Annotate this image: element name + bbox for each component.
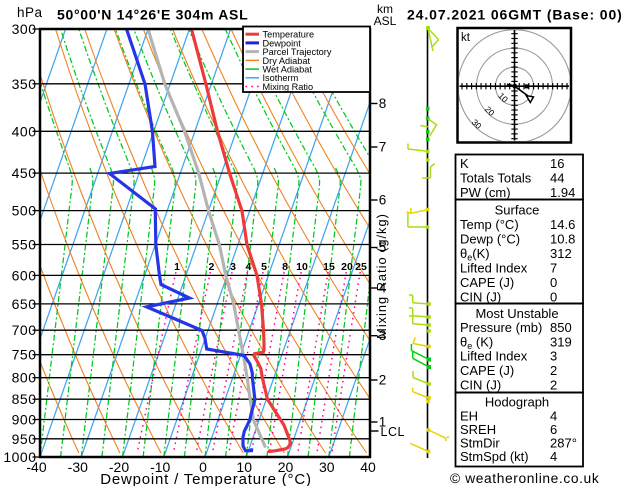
svg-text:650: 650	[12, 296, 37, 312]
svg-text:CIN (J): CIN (J)	[460, 377, 501, 392]
svg-text:8: 8	[282, 261, 288, 273]
svg-text:4: 4	[550, 449, 557, 464]
svg-text:Totals Totals: Totals Totals	[460, 170, 532, 185]
svg-text:ASL: ASL	[374, 14, 397, 28]
svg-text:44: 44	[550, 170, 564, 185]
svg-text:-10: -10	[150, 459, 170, 475]
svg-text:40: 40	[360, 459, 376, 475]
svg-text:14.6: 14.6	[550, 217, 575, 232]
svg-text:900: 900	[12, 412, 37, 428]
svg-text:Surface: Surface	[495, 202, 540, 217]
svg-text:© weatheronline.co.uk: © weatheronline.co.uk	[450, 471, 599, 486]
svg-text:30: 30	[470, 117, 484, 131]
svg-text:4: 4	[379, 280, 387, 295]
svg-text:450: 450	[12, 165, 37, 181]
svg-text:1: 1	[174, 261, 180, 273]
svg-text:Dewp (°C): Dewp (°C)	[460, 231, 520, 246]
svg-text:-20: -20	[109, 459, 129, 475]
svg-text:600: 600	[12, 267, 37, 283]
svg-text:LCL: LCL	[381, 425, 405, 439]
svg-text:15: 15	[323, 261, 335, 273]
svg-text:Lifted Index: Lifted Index	[460, 349, 528, 364]
svg-text:3: 3	[550, 349, 557, 364]
svg-text:24.07.2021 06GMT (Base: 00): 24.07.2021 06GMT (Base: 00)	[407, 7, 623, 23]
svg-text:8: 8	[379, 96, 387, 111]
svg-text:750: 750	[12, 347, 37, 363]
svg-text:300: 300	[12, 21, 37, 37]
svg-text:0: 0	[550, 275, 557, 290]
svg-text:7: 7	[379, 139, 387, 154]
svg-text:km: km	[377, 2, 393, 16]
svg-text:0: 0	[199, 459, 207, 475]
svg-text:950: 950	[12, 431, 37, 447]
svg-text:3: 3	[379, 328, 387, 343]
svg-text:850: 850	[12, 391, 37, 407]
svg-text:550: 550	[12, 237, 37, 253]
svg-text:312: 312	[550, 246, 572, 261]
svg-text:30: 30	[319, 459, 335, 475]
svg-text:16: 16	[550, 156, 564, 171]
svg-text:1.94: 1.94	[550, 185, 575, 200]
svg-text:kt: kt	[461, 32, 471, 44]
svg-text:0: 0	[550, 289, 557, 304]
svg-text:Pressure (mb): Pressure (mb)	[460, 320, 542, 335]
svg-text:Mixing Ratio: Mixing Ratio	[263, 82, 314, 92]
svg-text:400: 400	[12, 123, 37, 139]
svg-text:6: 6	[550, 422, 557, 437]
svg-text:K: K	[460, 156, 469, 171]
svg-text:800: 800	[12, 370, 37, 386]
svg-text:EH: EH	[460, 408, 478, 423]
svg-text:CAPE (J): CAPE (J)	[460, 275, 514, 290]
svg-text:25: 25	[355, 261, 367, 273]
svg-text:2: 2	[550, 363, 557, 378]
svg-text:1: 1	[379, 414, 387, 429]
svg-text:3: 3	[230, 261, 236, 273]
svg-text:319: 319	[550, 334, 572, 349]
svg-text:20: 20	[278, 459, 294, 475]
svg-text:Dewpoint / Temperature (°C): Dewpoint / Temperature (°C)	[100, 471, 312, 486]
svg-text:2: 2	[208, 261, 214, 273]
svg-text:5: 5	[261, 261, 267, 273]
svg-text:Dewpoint: Dewpoint	[263, 38, 302, 48]
svg-text:700: 700	[12, 322, 37, 338]
svg-text:6: 6	[379, 192, 387, 207]
svg-text:5: 5	[379, 240, 387, 255]
svg-text:287°: 287°	[550, 435, 577, 450]
svg-text:Parcel Trajectory: Parcel Trajectory	[263, 47, 332, 57]
svg-text:2: 2	[550, 377, 557, 392]
svg-text:CIN (J): CIN (J)	[460, 289, 501, 304]
svg-text:Most Unstable: Most Unstable	[475, 306, 558, 321]
svg-text:hPa: hPa	[17, 5, 43, 20]
svg-text:Hodograph: Hodograph	[485, 394, 549, 409]
svg-text:500: 500	[12, 203, 37, 219]
svg-text:20: 20	[341, 261, 353, 273]
svg-text:850: 850	[550, 320, 572, 335]
svg-text:10.8: 10.8	[550, 231, 575, 246]
svg-text:StmDir: StmDir	[460, 435, 500, 450]
svg-text:2: 2	[379, 372, 387, 387]
svg-text:Lifted Index: Lifted Index	[460, 260, 528, 275]
svg-text:Mixing Ratio (g/kg): Mixing Ratio (g/kg)	[374, 213, 389, 339]
svg-text:-40: -40	[26, 459, 46, 475]
svg-text:10: 10	[496, 91, 510, 105]
svg-text:Temperature: Temperature	[263, 30, 315, 40]
svg-text:StmSpd (kt): StmSpd (kt)	[460, 449, 529, 464]
svg-text:Isotherm: Isotherm	[263, 73, 299, 83]
svg-text:1000: 1000	[3, 449, 36, 465]
svg-text:10: 10	[296, 261, 308, 273]
svg-text:-30: -30	[68, 459, 88, 475]
svg-text:4: 4	[245, 261, 251, 273]
svg-text:4: 4	[550, 408, 557, 423]
svg-text:PW (cm): PW (cm)	[460, 185, 511, 200]
svg-text:350: 350	[12, 76, 37, 92]
svg-text:50°00'N 14°26'E 304m ASL: 50°00'N 14°26'E 304m ASL	[57, 7, 248, 23]
svg-text:Dry Adiabat: Dry Adiabat	[263, 56, 311, 66]
svg-text:20: 20	[483, 104, 497, 118]
svg-text:Temp (°C): Temp (°C)	[460, 217, 519, 232]
svg-text:Wet Adiabat: Wet Adiabat	[263, 65, 313, 75]
svg-text:10: 10	[236, 459, 252, 475]
svg-text:CAPE (J): CAPE (J)	[460, 363, 514, 378]
svg-text:7: 7	[550, 260, 557, 275]
svg-text:SREH: SREH	[460, 422, 496, 437]
